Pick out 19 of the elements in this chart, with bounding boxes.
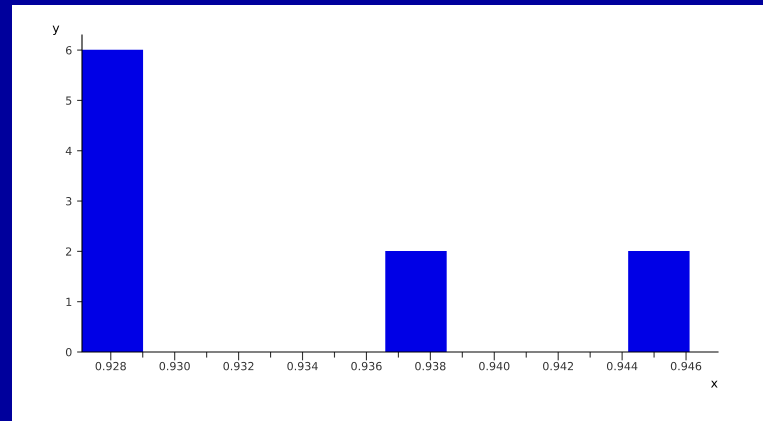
x-tick-label: 0.946 [670,362,702,370]
x-tick-label: 0.942 [543,362,573,370]
y-tick-label: 1 [66,298,72,306]
y-axis-title: y [52,26,60,35]
x-tick-label: 0.930 [160,362,190,370]
x-tick-label: 0.944 [606,362,638,370]
x-tick-label: 0.928 [96,362,126,370]
x-tick-label: 0.934 [287,362,318,370]
y-tick-label: 6 [66,46,72,54]
x-tick-label: 0.936 [351,362,382,370]
y-tick-label: 3 [66,197,72,206]
y-tick-label: 0 [66,348,72,356]
x-tick-label: 0.938 [415,362,446,370]
y-tick-label: 2 [66,247,72,256]
y-tick-label: 4 [66,146,72,155]
x-tick-label: 0.932 [223,362,254,370]
x-tick-label: 0.940 [479,362,510,370]
y-tick-label: 5 [66,96,72,105]
x-axis-title: x [710,380,718,388]
